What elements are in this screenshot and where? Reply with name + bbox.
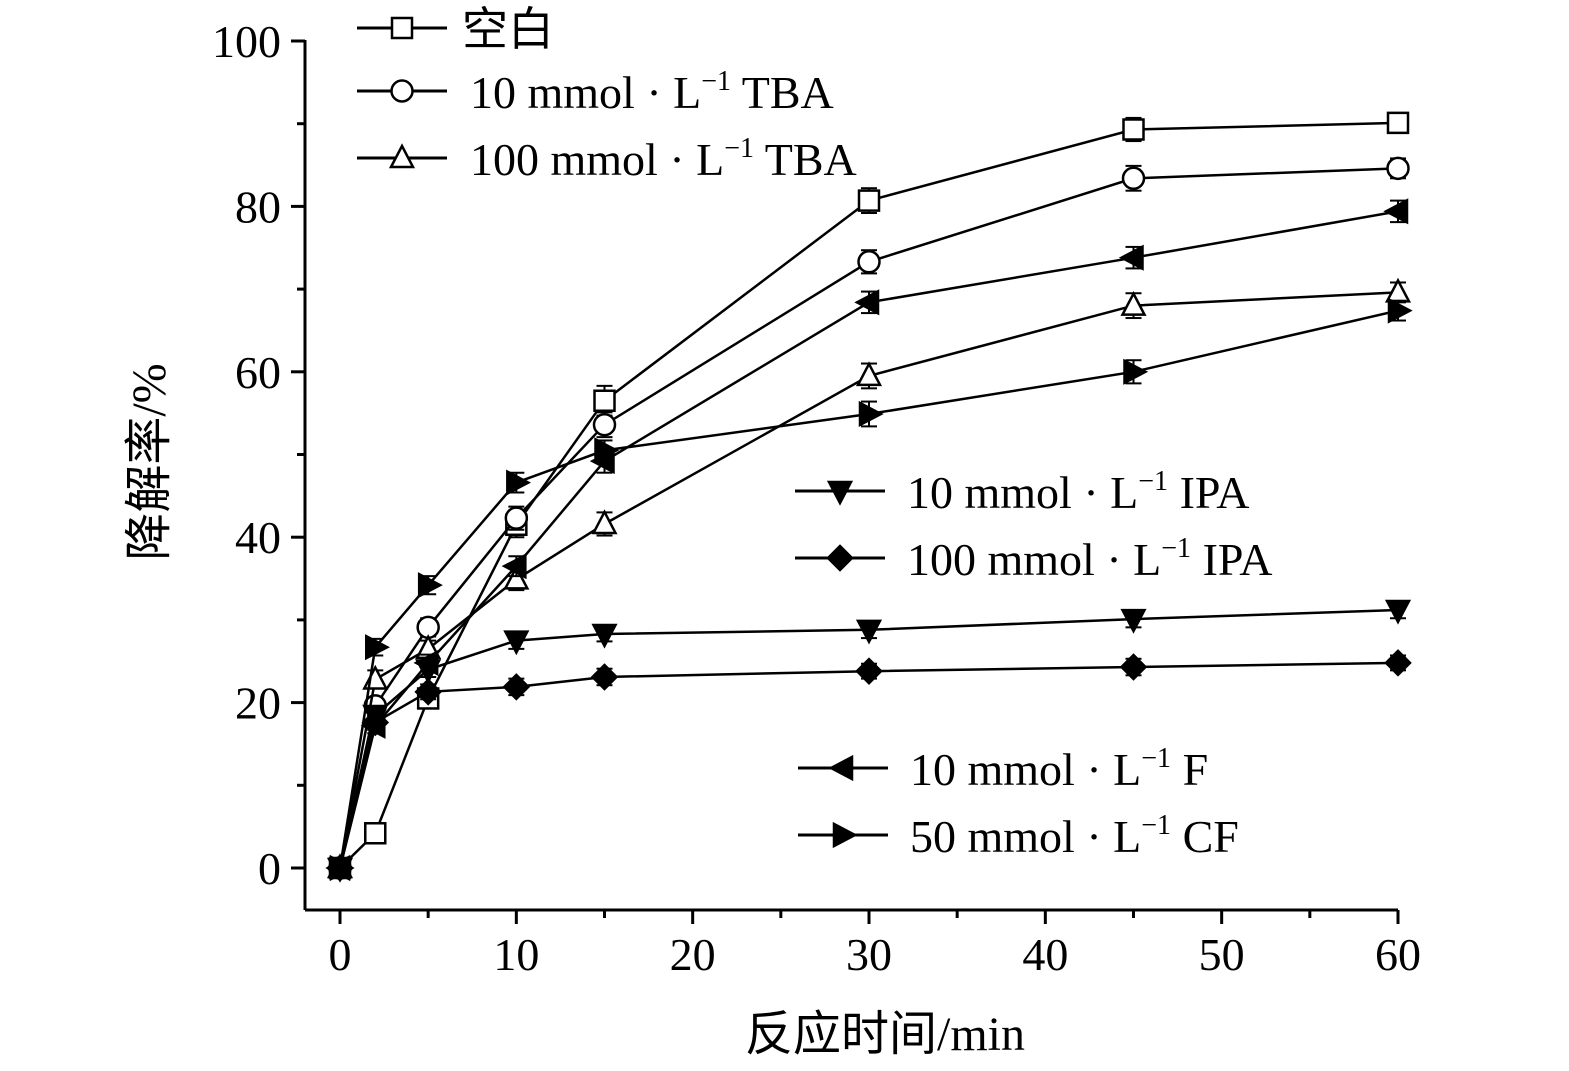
data-point [1387,297,1413,324]
y-tick-label: 100 [212,16,281,67]
data-point [365,634,390,661]
x-tick-label: 60 [1375,929,1421,980]
data-point [503,630,530,656]
data-point [854,289,880,316]
axes: 0 10 20 30 40 50 60 0 20 40 60 80 100 [212,16,1421,980]
legend-sample-cf50 [798,821,888,849]
x-tick-label: 10 [493,929,539,980]
series-line [339,121,1399,869]
legend-sample-f10 [798,754,888,782]
data-point [506,469,532,496]
y-tick-label: 60 [235,347,281,398]
data-point [503,564,530,590]
legend: 空白 10 mmol · L−1 TBA 100 mmol · L−1 TBA … [357,4,1272,862]
legend-marker [826,544,854,572]
data-point [360,712,386,739]
series-4 [326,649,1412,882]
legend-label-ipa10: 10 mmol · L−1 IPA [907,466,1249,518]
legend-sample-blank [357,16,447,40]
data-point [417,572,443,599]
legend-label-tba10: 10 mmol · L−1 TBA [470,66,834,118]
y-axis-title: 降解率/% [123,363,176,560]
legend-marker [832,821,858,849]
data-point [590,663,619,691]
data-point [592,412,617,437]
legend-entry-ipa10: 10 mmol · L−1 IPA [795,466,1249,518]
data-point [1120,290,1147,316]
legend-sample-ipa100 [795,544,885,572]
series-1 [328,156,1410,880]
data-point [504,506,529,530]
data-point [1384,277,1412,303]
series-6 [329,297,1413,882]
legend-marker [828,754,854,782]
legend-label-ipa100: 100 mmol · L−1 IPA [907,533,1272,585]
data-point [1386,156,1410,181]
data-point [594,437,620,464]
x-axis-title: 反应时间/min [745,1008,1025,1061]
data-point [1121,166,1146,191]
x-tick-label: 50 [1199,929,1245,980]
data-point [1123,358,1149,385]
legend-entry-ipa100: 100 mmol · L−1 IPA [795,533,1272,585]
x-tick-label: 30 [846,929,892,980]
data-point [855,657,883,685]
series-layer [325,111,1413,883]
legend-marker [390,16,414,40]
legend-label-tba100: 100 mmol · L−1 TBA [470,133,857,185]
data-point [591,509,618,535]
data-point [1384,649,1412,677]
x-tick-label: 20 [670,929,716,980]
data-point [855,619,883,645]
data-point [858,400,884,428]
data-point [329,854,355,882]
legend-marker [388,143,416,169]
y-tick-label: 80 [235,181,281,232]
legend-label-cf50: 50 mmol · L−1 CF [910,810,1239,862]
data-point [591,623,618,649]
series-line [338,291,1399,869]
y-tick-label: 0 [258,843,281,894]
series-line [338,309,1399,869]
data-point [413,649,439,676]
data-point [1384,599,1412,625]
data-point [1383,198,1409,225]
x-tick-label: 0 [329,929,352,980]
legend-entry-cf50: 50 mmol · L−1 CF [798,810,1239,862]
data-point [502,673,531,701]
data-point [414,678,442,706]
legend-entry-f10: 10 mmol · L−1 F [798,743,1208,795]
legend-entry-blank: 空白 [357,4,554,55]
legend-marker [390,79,414,103]
data-point [857,250,881,274]
data-point [593,389,616,412]
legend-sample-tba10 [357,79,447,103]
series-line [338,167,1399,869]
data-point [1122,118,1145,141]
data-point [1386,111,1410,135]
data-point [857,189,881,212]
data-point [501,553,527,580]
series-line [338,661,1399,869]
series-3 [326,599,1412,883]
y-tick-label: 40 [235,512,281,563]
data-point [364,822,387,845]
legend-entry-tba10: 10 mmol · L−1 TBA [357,66,834,118]
legend-label-f10: 10 mmol · L−1 F [910,743,1208,795]
legend-sample-ipa10 [795,480,885,506]
legend-entry-tba100: 100 mmol · L−1 TBA [357,133,857,185]
legend-sample-tba100 [357,143,447,169]
data-point [855,361,883,387]
data-point [1118,244,1144,271]
legend-marker [826,480,854,506]
x-tick-label: 40 [1022,929,1068,980]
data-point [1119,653,1148,681]
y-tick-label: 20 [235,678,281,729]
data-point [1120,608,1147,634]
legend-label-blank: 空白 [462,4,554,55]
series-line [338,608,1399,869]
